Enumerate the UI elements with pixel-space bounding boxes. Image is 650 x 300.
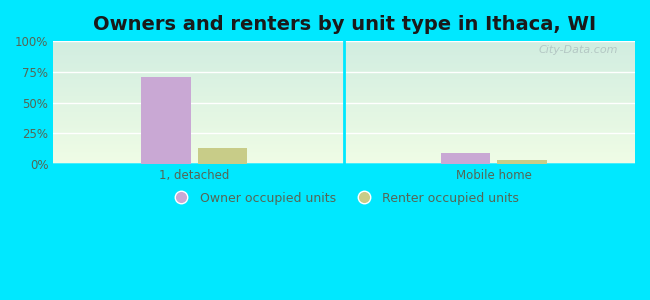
Text: City-Data.com: City-Data.com: [538, 45, 617, 55]
Bar: [142, 77, 190, 164]
Title: Owners and renters by unit type in Ithaca, WI: Owners and renters by unit type in Ithac…: [92, 15, 595, 34]
Bar: [497, 160, 547, 164]
Bar: [441, 152, 491, 164]
Bar: [198, 148, 247, 164]
Legend: Owner occupied units, Renter occupied units: Owner occupied units, Renter occupied un…: [164, 187, 525, 210]
